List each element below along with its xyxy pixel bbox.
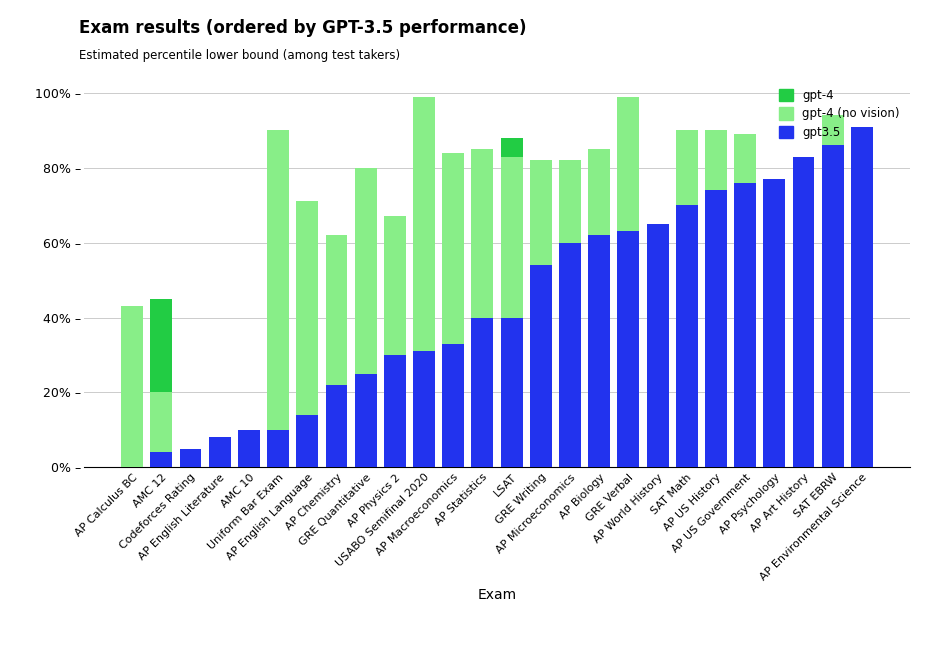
- Bar: [500, 138, 522, 156]
- Bar: [529, 160, 551, 265]
- Bar: [587, 149, 610, 235]
- Bar: [850, 127, 872, 467]
- Bar: [296, 201, 318, 415]
- Bar: [150, 393, 172, 452]
- Bar: [150, 299, 172, 393]
- Text: Estimated percentile lower bound (among test takers): Estimated percentile lower bound (among …: [79, 49, 400, 62]
- Bar: [821, 145, 843, 467]
- Bar: [238, 430, 260, 467]
- Bar: [442, 344, 464, 467]
- Bar: [209, 437, 230, 467]
- Bar: [296, 415, 318, 467]
- Legend: gpt-4, gpt-4 (no vision), gpt3.5: gpt-4, gpt-4 (no vision), gpt3.5: [773, 84, 904, 144]
- Bar: [617, 97, 638, 232]
- Bar: [471, 149, 493, 317]
- Bar: [704, 130, 726, 190]
- Bar: [500, 317, 522, 467]
- X-axis label: Exam: Exam: [477, 588, 516, 602]
- Bar: [325, 385, 347, 467]
- Bar: [821, 116, 843, 145]
- Bar: [442, 153, 464, 344]
- Bar: [704, 190, 726, 467]
- Bar: [587, 235, 610, 467]
- Bar: [354, 167, 376, 374]
- Bar: [733, 183, 755, 467]
- Bar: [471, 317, 493, 467]
- Bar: [529, 265, 551, 467]
- Bar: [383, 216, 406, 355]
- Bar: [617, 232, 638, 467]
- Bar: [733, 134, 755, 183]
- Bar: [559, 243, 580, 467]
- Bar: [267, 430, 289, 467]
- Bar: [559, 160, 580, 243]
- Bar: [675, 205, 697, 467]
- Bar: [325, 235, 347, 385]
- Bar: [675, 130, 697, 205]
- Text: Exam results (ordered by GPT-3.5 performance): Exam results (ordered by GPT-3.5 perform…: [79, 19, 526, 38]
- Bar: [150, 452, 172, 467]
- Bar: [792, 156, 814, 467]
- Bar: [500, 156, 522, 317]
- Bar: [354, 374, 376, 467]
- Bar: [413, 351, 434, 467]
- Bar: [267, 130, 289, 430]
- Bar: [413, 97, 434, 351]
- Bar: [646, 224, 668, 467]
- Bar: [121, 306, 143, 467]
- Bar: [763, 179, 784, 467]
- Bar: [179, 448, 201, 467]
- Bar: [383, 355, 406, 467]
